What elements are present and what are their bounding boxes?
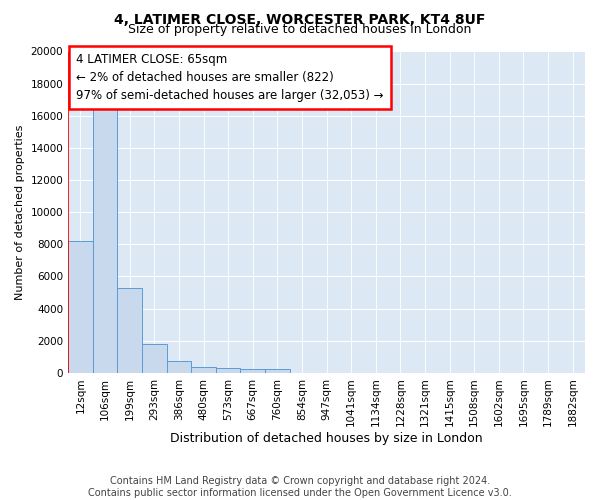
Bar — [216, 368, 241, 373]
Text: Size of property relative to detached houses in London: Size of property relative to detached ho… — [128, 22, 472, 36]
Bar — [167, 361, 191, 373]
Y-axis label: Number of detached properties: Number of detached properties — [15, 124, 25, 300]
Text: 4 LATIMER CLOSE: 65sqm
← 2% of detached houses are smaller (822)
97% of semi-det: 4 LATIMER CLOSE: 65sqm ← 2% of detached … — [76, 53, 383, 102]
Bar — [142, 344, 167, 373]
Text: Contains HM Land Registry data © Crown copyright and database right 2024.
Contai: Contains HM Land Registry data © Crown c… — [88, 476, 512, 498]
Bar — [191, 367, 216, 373]
Text: 4, LATIMER CLOSE, WORCESTER PARK, KT4 8UF: 4, LATIMER CLOSE, WORCESTER PARK, KT4 8U… — [115, 12, 485, 26]
Bar — [93, 108, 118, 373]
Bar — [241, 369, 265, 373]
Bar — [265, 370, 290, 373]
X-axis label: Distribution of detached houses by size in London: Distribution of detached houses by size … — [170, 432, 483, 445]
Bar — [68, 241, 93, 373]
Bar — [118, 288, 142, 373]
